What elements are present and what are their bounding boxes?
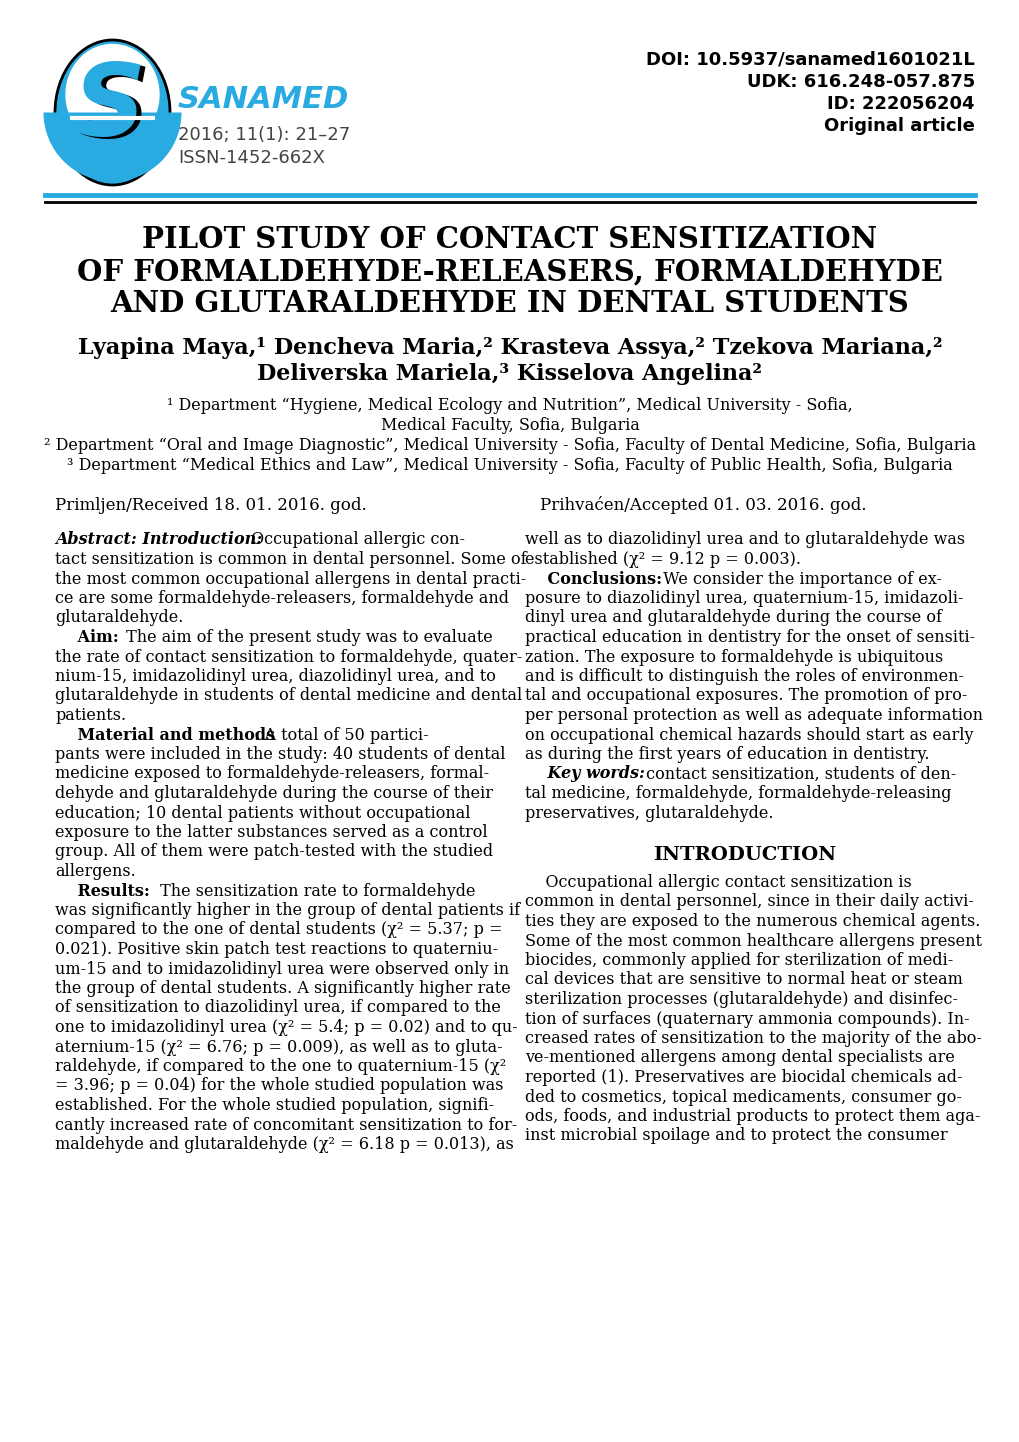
Text: of sensitization to diazolidinyl urea, if compared to the: of sensitization to diazolidinyl urea, i… xyxy=(55,999,500,1017)
Text: Original article: Original article xyxy=(823,117,974,136)
Text: on occupational chemical hazards should start as early: on occupational chemical hazards should … xyxy=(525,727,972,744)
Text: Results:: Results: xyxy=(55,883,150,900)
Text: tal medicine, formaldehyde, formaldehyde-releasing: tal medicine, formaldehyde, formaldehyde… xyxy=(525,784,951,802)
Text: and is difficult to distinguish the roles of environmen-: and is difficult to distinguish the role… xyxy=(525,668,963,685)
Text: DOI: 10.5937/sanamed1601021L: DOI: 10.5937/sanamed1601021L xyxy=(646,50,974,69)
Text: = 3.96; p = 0.04) for the whole studied population was: = 3.96; p = 0.04) for the whole studied … xyxy=(55,1077,503,1094)
Text: medicine exposed to formaldehyde-releasers, formal-: medicine exposed to formaldehyde-release… xyxy=(55,766,489,783)
Text: Lyapina Maya,¹ Dencheva Maria,² Krasteva Assya,² Tzekova Mariana,²: Lyapina Maya,¹ Dencheva Maria,² Krasteva… xyxy=(77,337,942,359)
Text: ods, foods, and industrial products to protect them aga-: ods, foods, and industrial products to p… xyxy=(525,1107,979,1125)
Text: pants were included in the study: 40 students of dental: pants were included in the study: 40 stu… xyxy=(55,746,505,763)
Text: Prihvaćen/Accepted 01. 03. 2016. god.: Prihvaćen/Accepted 01. 03. 2016. god. xyxy=(539,496,866,513)
Text: reported (1). Preservatives are biocidal chemicals ad-: reported (1). Preservatives are biocidal… xyxy=(525,1069,962,1086)
Text: as during the first years of education in dentistry.: as during the first years of education i… xyxy=(525,746,928,763)
Text: ISSN-1452-662X: ISSN-1452-662X xyxy=(178,149,325,167)
Text: The sensitization rate to formaldehyde: The sensitization rate to formaldehyde xyxy=(155,883,475,900)
Text: Conclusions:: Conclusions: xyxy=(525,571,661,587)
Text: sterilization processes (glutaraldehyde) and disinfec-: sterilization processes (glutaraldehyde)… xyxy=(525,991,957,1008)
Text: ³ Department “Medical Ethics and Law”, Medical University - Sofia, Faculty of Pu: ³ Department “Medical Ethics and Law”, M… xyxy=(67,457,952,473)
Text: contact sensitization, students of den-: contact sensitization, students of den- xyxy=(641,766,956,783)
Text: ce are some formaldehyde-releasers, formaldehyde and: ce are some formaldehyde-releasers, form… xyxy=(55,590,508,607)
Text: Occupational allergic contact sensitization is: Occupational allergic contact sensitizat… xyxy=(525,874,911,891)
Text: creased rates of sensitization to the majority of the abo-: creased rates of sensitization to the ma… xyxy=(525,1030,981,1047)
Ellipse shape xyxy=(65,43,160,146)
Text: well as to diazolidinyl urea and to glutaraldehyde was: well as to diazolidinyl urea and to glut… xyxy=(525,532,964,548)
Text: ve-mentioned allergens among dental specialists are: ve-mentioned allergens among dental spec… xyxy=(525,1050,954,1067)
Text: established. For the whole studied population, signifi-: established. For the whole studied popul… xyxy=(55,1097,493,1115)
Text: Key words:: Key words: xyxy=(525,766,644,783)
Text: established (χ² = 9.12 p = 0.003).: established (χ² = 9.12 p = 0.003). xyxy=(525,551,800,568)
Text: UDK: 616.248-057.875: UDK: 616.248-057.875 xyxy=(746,74,974,91)
Text: raldehyde, if compared to the one to quaternium-15 (χ²: raldehyde, if compared to the one to qua… xyxy=(55,1058,505,1074)
Text: The aim of the present study was to evaluate: The aim of the present study was to eval… xyxy=(121,629,493,646)
Text: S: S xyxy=(73,61,146,157)
Text: glutaraldehyde in students of dental medicine and dental: glutaraldehyde in students of dental med… xyxy=(55,688,522,705)
Text: glutaraldehyde.: glutaraldehyde. xyxy=(55,610,183,626)
Text: um-15 and to imidazolidinyl urea were observed only in: um-15 and to imidazolidinyl urea were ob… xyxy=(55,960,508,978)
Text: SANAMED: SANAMED xyxy=(178,85,350,114)
Text: INTRODUCTION: INTRODUCTION xyxy=(653,845,836,864)
Text: biocides, commonly applied for sterilization of medi-: biocides, commonly applied for steriliza… xyxy=(525,952,953,969)
Text: S: S xyxy=(78,62,151,159)
Text: ded to cosmetics, topical medicaments, consumer go-: ded to cosmetics, topical medicaments, c… xyxy=(525,1089,961,1106)
Text: the most common occupational allergens in dental practi-: the most common occupational allergens i… xyxy=(55,571,526,587)
Text: dinyl urea and glutaraldehyde during the course of: dinyl urea and glutaraldehyde during the… xyxy=(525,610,942,626)
Text: cal devices that are sensitive to normal heat or steam: cal devices that are sensitive to normal… xyxy=(525,972,962,989)
Text: zation. The exposure to formaldehyde is ubiquitous: zation. The exposure to formaldehyde is … xyxy=(525,649,943,666)
Text: the group of dental students. A significantly higher rate: the group of dental students. A signific… xyxy=(55,981,511,996)
Text: one to imidazolidinyl urea (χ² = 5.4; p = 0.02) and to qu-: one to imidazolidinyl urea (χ² = 5.4; p … xyxy=(55,1019,518,1035)
Text: OF FORMALDEHYDE-RELEASERS, FORMALDEHYDE: OF FORMALDEHYDE-RELEASERS, FORMALDEHYDE xyxy=(77,258,942,287)
Text: Aim:: Aim: xyxy=(55,629,118,646)
Text: 0.021). Positive skin patch test reactions to quaterniu-: 0.021). Positive skin patch test reactio… xyxy=(55,942,497,957)
Text: : A total of 50 partici-: : A total of 50 partici- xyxy=(254,727,429,744)
Text: Material and methods: Material and methods xyxy=(55,727,275,744)
Text: tact sensitization is common in dental personnel. Some of: tact sensitization is common in dental p… xyxy=(55,551,526,568)
Text: PILOT STUDY OF CONTACT SENSITIZATION: PILOT STUDY OF CONTACT SENSITIZATION xyxy=(143,225,876,254)
Text: ¹ Department “Hygiene, Medical Ecology and Nutrition”, Medical University - Sofi: ¹ Department “Hygiene, Medical Ecology a… xyxy=(167,397,852,414)
Text: posure to diazolidinyl urea, quaternium-15, imidazoli-: posure to diazolidinyl urea, quaternium-… xyxy=(525,590,963,607)
Text: the rate of contact sensitization to formaldehyde, quater-: the rate of contact sensitization to for… xyxy=(55,649,522,666)
Text: ties they are exposed to the numerous chemical agents.: ties they are exposed to the numerous ch… xyxy=(525,913,979,930)
Text: compared to the one of dental students (χ² = 5.37; p =: compared to the one of dental students (… xyxy=(55,921,502,939)
Text: ID: 222056204: ID: 222056204 xyxy=(826,95,974,112)
Text: ² Department “Oral and Image Diagnostic”, Medical University - Sofia, Faculty of: ² Department “Oral and Image Diagnostic”… xyxy=(44,437,975,453)
Text: Medical Faculty, Sofia, Bulgaria: Medical Faculty, Sofia, Bulgaria xyxy=(380,417,639,434)
Text: education; 10 dental patients without occupational: education; 10 dental patients without oc… xyxy=(55,805,470,822)
Text: 2016; 11(1): 21–27: 2016; 11(1): 21–27 xyxy=(178,125,350,144)
Text: Abstract: Introduction:: Abstract: Introduction: xyxy=(55,532,262,548)
Wedge shape xyxy=(44,112,181,182)
Text: common in dental personnel, since in their daily activi-: common in dental personnel, since in the… xyxy=(525,894,973,910)
Text: dehyde and glutaraldehyde during the course of their: dehyde and glutaraldehyde during the cou… xyxy=(55,784,492,802)
Text: group. All of them were patch-tested with the studied: group. All of them were patch-tested wit… xyxy=(55,844,492,861)
Text: tal and occupational exposures. The promotion of pro-: tal and occupational exposures. The prom… xyxy=(525,688,966,705)
Text: patients.: patients. xyxy=(55,707,126,724)
Text: aternium-15 (χ² = 6.76; p = 0.009), as well as to gluta-: aternium-15 (χ² = 6.76; p = 0.009), as w… xyxy=(55,1038,502,1056)
Text: Deliverska Mariela,³ Kisselova Angelina²: Deliverska Mariela,³ Kisselova Angelina² xyxy=(257,363,762,385)
Text: AND GLUTARALDEHYDE IN DENTAL STUDENTS: AND GLUTARALDEHYDE IN DENTAL STUDENTS xyxy=(110,290,909,319)
Text: preservatives, glutaraldehyde.: preservatives, glutaraldehyde. xyxy=(525,805,772,822)
Text: inst microbial spoilage and to protect the consumer: inst microbial spoilage and to protect t… xyxy=(525,1128,947,1145)
Text: Occupational allergic con-: Occupational allergic con- xyxy=(246,532,465,548)
Text: We consider the importance of ex-: We consider the importance of ex- xyxy=(657,571,941,587)
Text: was significantly higher in the group of dental patients if: was significantly higher in the group of… xyxy=(55,903,520,919)
Text: per personal protection as well as adequate information: per personal protection as well as adequ… xyxy=(525,707,982,724)
Text: Some of the most common healthcare allergens present: Some of the most common healthcare aller… xyxy=(525,933,981,949)
Text: exposure to the latter substances served as a control: exposure to the latter substances served… xyxy=(55,823,487,841)
Ellipse shape xyxy=(55,40,170,185)
Text: allergens.: allergens. xyxy=(55,862,136,880)
Text: tion of surfaces (quaternary ammonia compounds). In-: tion of surfaces (quaternary ammonia com… xyxy=(525,1011,969,1028)
Text: practical education in dentistry for the onset of sensiti-: practical education in dentistry for the… xyxy=(525,629,974,646)
Text: Primljen/Received 18. 01. 2016. god.: Primljen/Received 18. 01. 2016. god. xyxy=(55,496,367,513)
Text: nium-15, imidazolidinyl urea, diazolidinyl urea, and to: nium-15, imidazolidinyl urea, diazolidin… xyxy=(55,668,495,685)
Text: cantly increased rate of concomitant sensitization to for-: cantly increased rate of concomitant sen… xyxy=(55,1116,517,1133)
Text: maldehyde and glutaraldehyde (χ² = 6.18 p = 0.013), as: maldehyde and glutaraldehyde (χ² = 6.18 … xyxy=(55,1136,514,1154)
